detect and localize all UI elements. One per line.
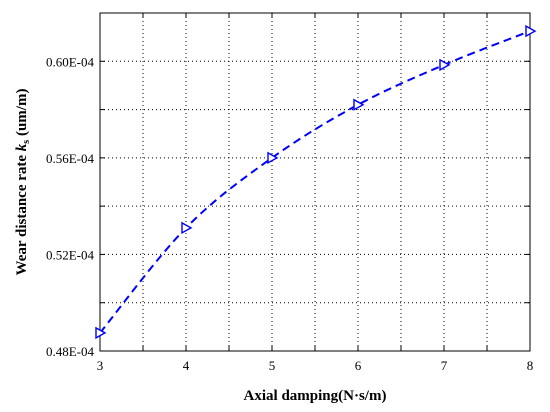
y-tick-label: 0.52E-04 (46, 247, 95, 262)
data-point-marker (95, 326, 107, 340)
x-tick-label: 7 (441, 358, 448, 373)
y-tick-label: 0.56E-04 (46, 151, 95, 166)
x-tick-label: 3 (97, 358, 104, 373)
data-point-marker (525, 24, 537, 38)
grid (100, 13, 530, 351)
x-axis-title: Axial damping(N·s/m) (244, 388, 387, 404)
y-tick-label: 0.60E-04 (46, 54, 95, 69)
x-tick-label: 5 (269, 358, 276, 373)
y-tick-labels: 0.48E-04 0.52E-04 0.56E-04 0.60E-04 (46, 54, 95, 359)
y-tick-label: 0.48E-04 (46, 344, 95, 359)
y-axis-title-unit: (um/m) (14, 89, 30, 140)
y-axis-title-sub: s (21, 140, 32, 144)
y-axis-title: Wear distance rate ks (um/m) (14, 89, 32, 276)
y-axis-title-main: Wear distance rate (14, 151, 30, 275)
axis-ticks (99, 12, 531, 352)
data-point-marker (267, 151, 279, 165)
data-point-marker (353, 98, 365, 111)
x-tick-label: 4 (183, 358, 190, 373)
y-axis-title-k: k (14, 143, 30, 151)
series-layer (95, 24, 537, 340)
x-tick-label: 6 (355, 358, 362, 373)
x-tick-labels: 3 4 5 6 7 8 (97, 358, 534, 373)
data-point-marker (181, 221, 193, 235)
data-point-marker (439, 58, 451, 72)
x-tick-label: 8 (527, 358, 534, 373)
